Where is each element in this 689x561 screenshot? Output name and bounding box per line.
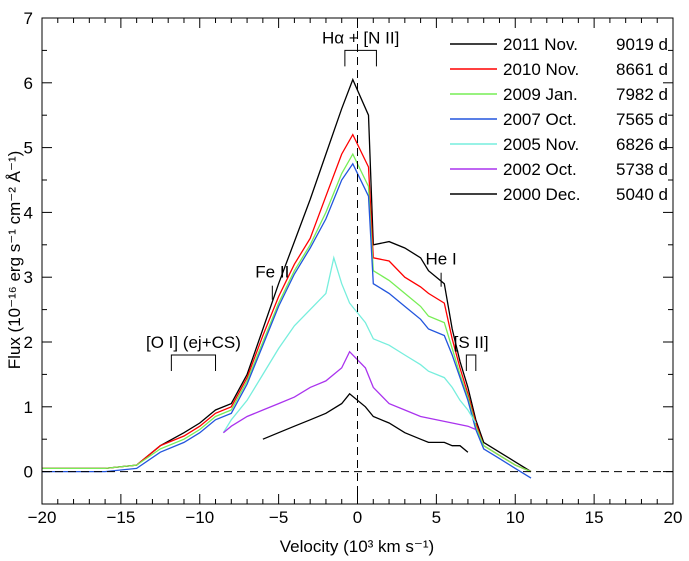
annotation-3: He I (426, 250, 457, 287)
annotation-label: Fe II (255, 263, 289, 282)
annotation-label: Hα + [N II] (322, 28, 399, 47)
x-tick-label: −10 (185, 508, 214, 527)
series-line-2002-oct (222, 350, 477, 434)
y-axis-label: Flux (10⁻¹⁶ erg s⁻¹ cm⁻² Å⁻¹) (5, 151, 24, 370)
reference-lines (42, 18, 673, 504)
legend-label: 2005 Nov. (503, 135, 579, 154)
annotation-label: [S II] (454, 333, 489, 352)
y-tick-label: 6 (24, 74, 33, 93)
x-axis-label: Velocity (10³ km s⁻¹) (280, 537, 434, 556)
annotation-bracket (170, 354, 217, 371)
x-tick-label: −5 (269, 508, 288, 527)
series-line-2010-nov (42, 133, 532, 473)
series-line-2007-oct (42, 162, 532, 479)
y-tick-label: 0 (24, 463, 33, 482)
y-tick-label: 4 (24, 203, 33, 222)
legend-label: 2007 Oct. (503, 110, 577, 129)
x-tick-label: 20 (664, 508, 683, 527)
legend-label: 2011 Nov. (503, 35, 578, 54)
legend-days: 5040 d (616, 185, 668, 204)
legend-item: 2002 Oct. 5738 d (450, 160, 668, 179)
series-line-2005-nov (222, 255, 477, 434)
legend-days: 9019 d (616, 35, 668, 54)
x-tick-label: 15 (585, 508, 604, 527)
legend-item: 2007 Oct. 7565 d (450, 110, 668, 129)
x-tick-label: 5 (432, 508, 441, 527)
y-tick-label: 2 (24, 333, 33, 352)
y-tick-label: 5 (24, 139, 33, 158)
x-tick-label: −20 (28, 508, 57, 527)
annotation-label: [O I] (ej+CS) (146, 333, 241, 352)
y-tick-label: 1 (24, 398, 33, 417)
annotations: Hα + [N II] [O I] (ej+CS) Fe II He I [S II] (146, 28, 489, 371)
legend-label: 2000 Dec. (503, 185, 581, 204)
annotation-0: Hα + [N II] (322, 28, 399, 67)
legend-item: 2009 Jan. 7982 d (450, 85, 668, 104)
annotation-2: Fe II (255, 263, 289, 300)
legend-item: 2011 Nov. 9019 d (450, 35, 668, 54)
legend-label: 2002 Oct. (503, 160, 577, 179)
y-tick-label: 3 (24, 268, 33, 287)
series-layer (42, 77, 532, 479)
legend-label: 2010 Nov. (503, 60, 579, 79)
legend-days: 6826 d (616, 135, 668, 154)
y-tick-label: 7 (24, 9, 33, 28)
annotation-bracket (344, 49, 377, 67)
annotation-4: [S II] (454, 333, 489, 371)
legend: 2011 Nov. 9019 d 2010 Nov. 8661 d 2009 Jan. 7… (450, 35, 668, 204)
series-line-2009-jan (42, 152, 532, 473)
axes: −20 −15 −10 −5 0 5 10 15 20 0 1 2 3 4 5 6 7 (24, 9, 683, 527)
legend-item: 2005 Nov. 6826 d (450, 135, 668, 154)
legend-days: 5738 d (616, 160, 668, 179)
annotation-bracket (465, 354, 477, 371)
x-tick-label: −15 (106, 508, 135, 527)
legend-days: 8661 d (616, 60, 668, 79)
series-line-2000-dec (262, 392, 469, 453)
annotation-1: [O I] (ej+CS) (146, 333, 241, 371)
legend-days: 7982 d (616, 85, 668, 104)
x-tick-label: 10 (506, 508, 525, 527)
series-line-2011-nov (42, 77, 532, 473)
legend-item: 2000 Dec. 5040 d (450, 185, 668, 204)
legend-days: 7565 d (616, 110, 668, 129)
annotation-label: He I (426, 250, 457, 269)
x-tick-label: 0 (353, 508, 362, 527)
legend-label: 2009 Jan. (503, 85, 578, 104)
legend-item: 2010 Nov. 8661 d (450, 60, 668, 79)
